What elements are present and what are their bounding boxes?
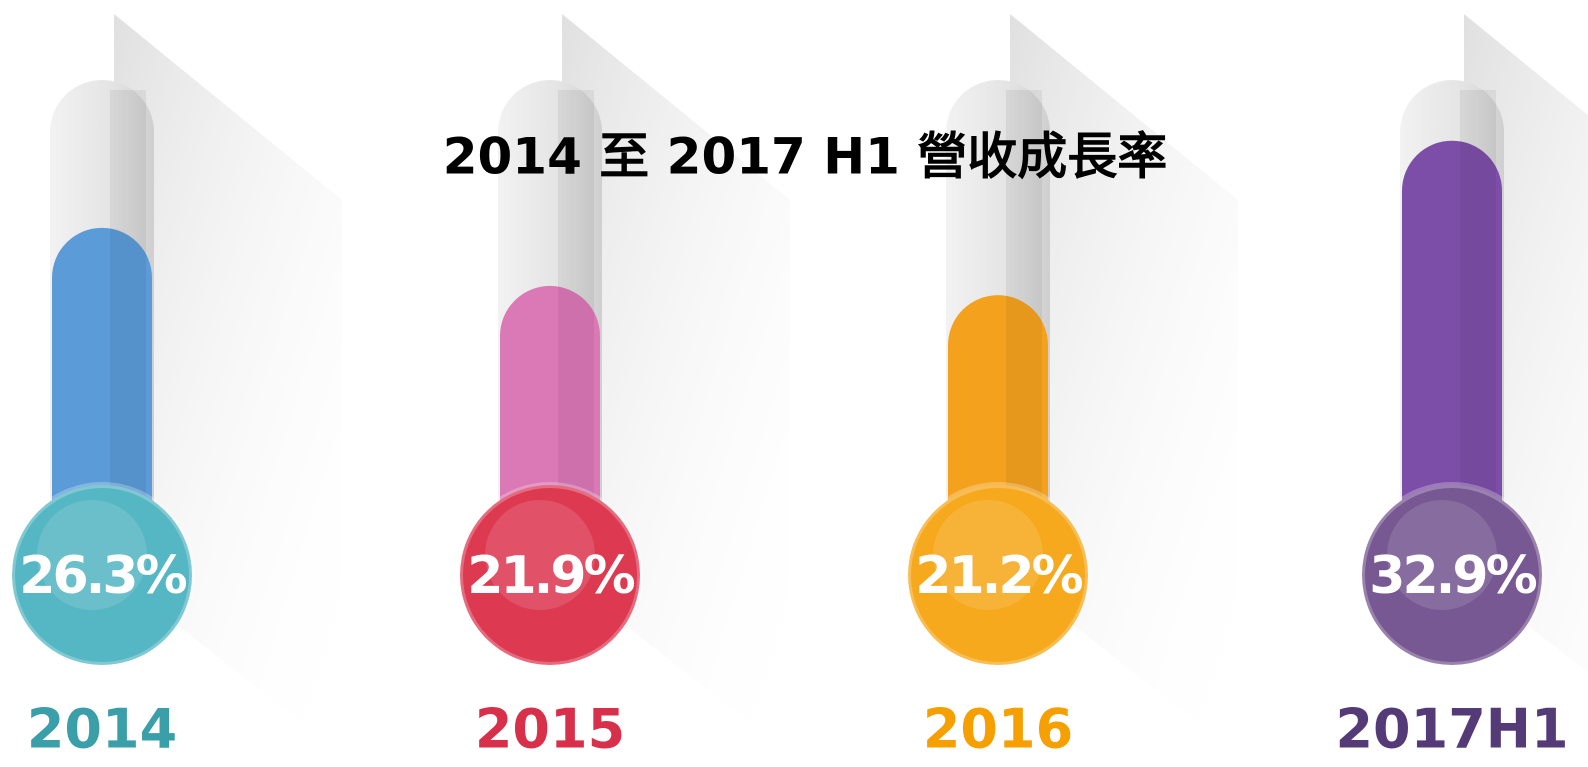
value-label: 21.9% (467, 546, 634, 606)
category-label: 2015 (475, 698, 625, 761)
category-label: 2017H1 (1335, 698, 1568, 761)
category-label: 2016 (923, 698, 1073, 761)
chart-title: 2014 至 2017 H1 營收成長率 (443, 128, 1168, 186)
value-label: 26.3% (19, 546, 186, 606)
value-label: 21.2% (915, 546, 1082, 606)
chart: 26.3% 2014 21.9% 2015 21.2% 2016 32.9% 2017H1 2… (0, 0, 1588, 767)
value-label: 32.9% (1369, 546, 1536, 606)
category-label: 2014 (27, 698, 177, 761)
